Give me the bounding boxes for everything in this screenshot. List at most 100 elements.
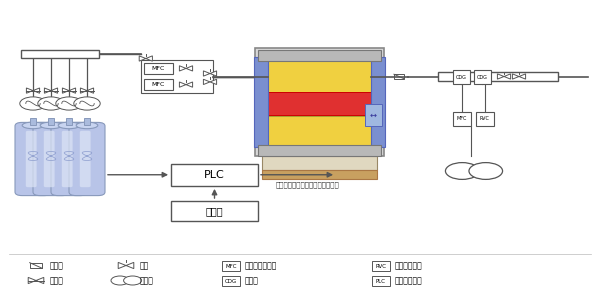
Text: 等离子熔融工艺石英玻璃成型设备: 等离子熔融工艺石英玻璃成型设备: [275, 181, 340, 188]
Bar: [262, 169, 377, 178]
FancyBboxPatch shape: [33, 122, 69, 196]
Circle shape: [20, 97, 46, 110]
Polygon shape: [179, 66, 186, 71]
Polygon shape: [62, 88, 69, 93]
Circle shape: [56, 97, 82, 110]
Text: MFC: MFC: [152, 66, 165, 71]
Bar: [474, 70, 491, 84]
Text: CDG: CDG: [225, 279, 237, 283]
Polygon shape: [146, 56, 152, 61]
Bar: [84, 118, 90, 125]
Circle shape: [74, 97, 100, 110]
Text: 质量流量控制器: 质量流量控制器: [245, 261, 277, 270]
Bar: [255, 48, 384, 156]
Bar: [372, 276, 390, 286]
Polygon shape: [203, 79, 210, 85]
Text: PLC: PLC: [376, 279, 386, 283]
Bar: [260, 61, 379, 93]
Polygon shape: [33, 88, 40, 93]
Polygon shape: [69, 88, 76, 93]
Bar: [438, 72, 558, 81]
Polygon shape: [210, 71, 217, 76]
Bar: [453, 70, 470, 84]
Bar: [365, 104, 382, 126]
Bar: [372, 261, 390, 271]
Polygon shape: [26, 88, 33, 93]
Text: 可编程控制器: 可编程控制器: [395, 276, 422, 285]
Polygon shape: [80, 88, 87, 93]
Polygon shape: [497, 74, 504, 79]
Text: MFC: MFC: [152, 82, 165, 87]
Bar: [262, 156, 377, 170]
Bar: [476, 112, 494, 126]
Polygon shape: [504, 74, 511, 79]
Polygon shape: [519, 74, 526, 79]
Bar: [30, 118, 36, 125]
Bar: [141, 60, 213, 93]
Bar: [222, 261, 240, 271]
Circle shape: [445, 163, 479, 179]
Ellipse shape: [58, 122, 80, 129]
Text: CDG: CDG: [456, 75, 467, 80]
Bar: [258, 145, 381, 156]
Polygon shape: [512, 74, 519, 79]
Polygon shape: [118, 262, 126, 268]
Polygon shape: [179, 82, 186, 87]
Text: RVC: RVC: [480, 116, 490, 121]
Polygon shape: [51, 88, 58, 93]
Text: RVC: RVC: [376, 264, 386, 268]
FancyBboxPatch shape: [62, 131, 73, 187]
Ellipse shape: [40, 122, 62, 129]
Text: 调节阀控制器: 调节阀控制器: [395, 261, 422, 270]
Bar: [144, 79, 173, 90]
FancyBboxPatch shape: [80, 131, 91, 187]
Bar: [260, 92, 379, 115]
Bar: [30, 263, 42, 268]
Bar: [254, 57, 268, 147]
Bar: [171, 201, 258, 220]
Text: 针阀: 针阀: [140, 261, 149, 270]
Text: CDG: CDG: [477, 75, 488, 80]
Text: 真空计: 真空计: [245, 276, 259, 285]
Circle shape: [111, 276, 129, 285]
Bar: [48, 118, 54, 125]
FancyBboxPatch shape: [44, 131, 55, 187]
Bar: [394, 74, 404, 79]
Polygon shape: [139, 56, 146, 61]
FancyBboxPatch shape: [69, 122, 105, 196]
Text: MFC: MFC: [225, 264, 237, 268]
Text: ↔: ↔: [370, 110, 377, 119]
Polygon shape: [203, 71, 210, 76]
Bar: [66, 118, 72, 125]
Text: 真空泵: 真空泵: [140, 276, 154, 285]
FancyBboxPatch shape: [26, 131, 37, 187]
Polygon shape: [44, 88, 51, 93]
Bar: [144, 63, 173, 74]
Polygon shape: [210, 79, 217, 85]
Polygon shape: [87, 88, 94, 93]
Ellipse shape: [76, 122, 98, 129]
Bar: [222, 276, 240, 286]
Bar: [453, 112, 471, 126]
Circle shape: [469, 163, 503, 179]
Ellipse shape: [22, 122, 44, 129]
Bar: [371, 57, 385, 147]
Text: 计算机: 计算机: [206, 206, 223, 216]
Polygon shape: [28, 278, 36, 284]
Circle shape: [38, 97, 64, 110]
Bar: [21, 50, 99, 58]
Bar: [258, 50, 381, 61]
Polygon shape: [126, 262, 134, 268]
Text: MFC: MFC: [457, 116, 467, 121]
Bar: [171, 164, 258, 186]
Bar: [260, 116, 379, 145]
Text: PLC: PLC: [204, 170, 225, 180]
FancyBboxPatch shape: [51, 122, 87, 196]
Circle shape: [124, 276, 142, 285]
Text: 隔膜阀: 隔膜阀: [50, 276, 64, 285]
Polygon shape: [186, 82, 193, 87]
Text: 过滤器: 过滤器: [50, 261, 64, 270]
Polygon shape: [36, 278, 44, 284]
Polygon shape: [186, 66, 193, 71]
FancyBboxPatch shape: [15, 122, 51, 196]
